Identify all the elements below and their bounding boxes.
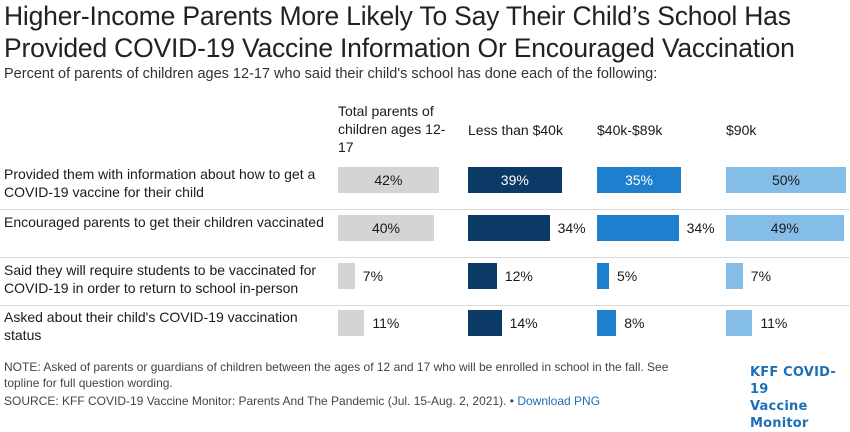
source-text: SOURCE: KFF COVID-19 Vaccine Monitor: Pa… xyxy=(4,394,514,408)
bar xyxy=(338,167,439,193)
bar xyxy=(338,215,434,241)
bar xyxy=(468,167,562,193)
column-header-2: $40k-$89k xyxy=(597,122,663,138)
row-label: Provided them with information about how… xyxy=(4,166,316,200)
logo-line-2: Vaccine Monitor xyxy=(750,399,809,431)
column-header-3: $90k xyxy=(726,122,757,138)
row-divider xyxy=(0,305,850,306)
row-label: Encouraged parents to get their children… xyxy=(4,214,324,230)
bar xyxy=(338,310,365,336)
column-header-1: Less than $40k xyxy=(468,122,563,138)
bar-value-label: 14% xyxy=(509,315,538,331)
bar xyxy=(726,167,846,193)
bar-value-label: 50% xyxy=(771,172,801,188)
chart-subtitle: Percent of parents of children ages 12-1… xyxy=(4,66,658,82)
bar-value-label: 11% xyxy=(760,315,788,331)
row-label: Asked about their child's COVID-19 vacci… xyxy=(4,309,298,343)
bar xyxy=(597,167,681,193)
bar xyxy=(597,215,679,241)
bar-value-label: 34% xyxy=(686,220,715,236)
bar-value-label: 40% xyxy=(371,220,401,236)
bar xyxy=(597,263,609,289)
footnote: NOTE: Asked of parents or guardians of c… xyxy=(4,360,669,390)
bar-value-label: 39% xyxy=(500,172,529,188)
bar xyxy=(468,310,502,336)
bar-value-label: 42% xyxy=(374,172,403,188)
bar-value-label: 35% xyxy=(624,172,654,188)
bar xyxy=(726,263,743,289)
row-divider xyxy=(0,257,850,258)
bar-value-label: 8% xyxy=(624,315,645,331)
source-line: SOURCE: KFF COVID-19 Vaccine Monitor: Pa… xyxy=(4,394,600,408)
row-divider xyxy=(0,209,850,210)
row-label: Said they will require students to be va… xyxy=(4,262,317,296)
chart-title: Higher-Income Parents More Likely To Say… xyxy=(4,1,795,63)
bar xyxy=(468,263,497,289)
bar-value-label: 12% xyxy=(504,268,533,284)
bar xyxy=(468,215,550,241)
logo-line-1: KFF COVID-19 xyxy=(750,365,836,397)
bar xyxy=(726,310,753,336)
column-header-0: Total parents of children ages 12-17 xyxy=(338,103,446,155)
bar xyxy=(726,215,844,241)
bar xyxy=(338,263,355,289)
download-png-link[interactable]: Download PNG xyxy=(517,394,601,408)
bar-value-label: 11% xyxy=(372,315,400,331)
bar-value-label: 49% xyxy=(770,220,799,236)
bar-value-label: 34% xyxy=(557,220,586,236)
bar xyxy=(597,310,617,336)
kff-logo: KFF COVID-19 Vaccine Monitor xyxy=(750,364,850,432)
bar-value-label: 5% xyxy=(617,268,638,284)
bar-value-label: 7% xyxy=(362,268,384,284)
bar-value-label: 7% xyxy=(750,268,772,284)
